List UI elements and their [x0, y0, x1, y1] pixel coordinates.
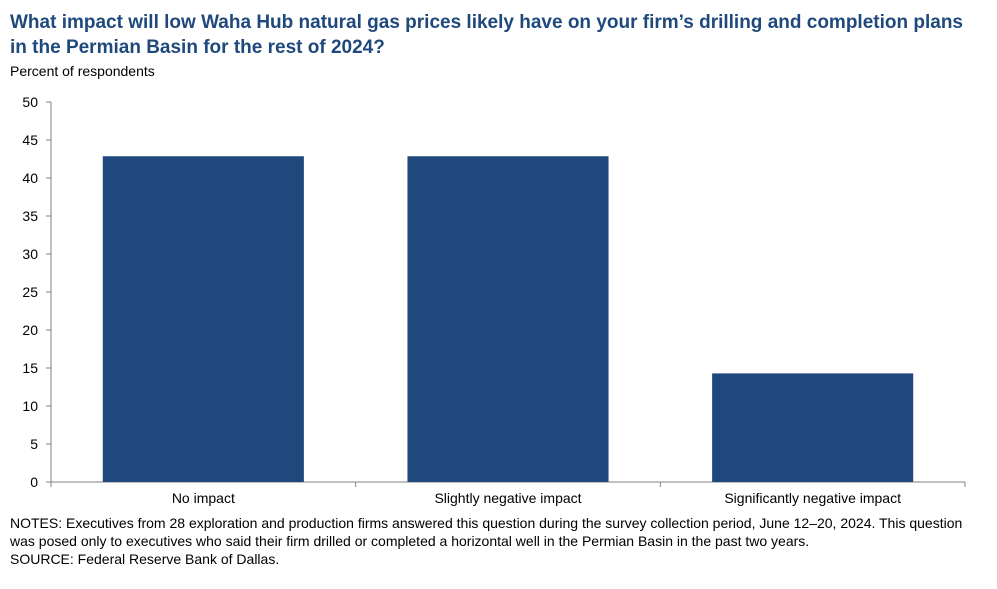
bar-slightly-negative-impact [407, 156, 609, 482]
x-axis: No impact Slightly negative impact Signifi… [50, 481, 966, 506]
notes-text: NOTES: Executives from 28 exploration an… [10, 515, 963, 549]
source-text: SOURCE: Federal Reserve Bank of Dallas. [10, 551, 280, 567]
y-tick-label: 5 [30, 436, 38, 452]
x-tick-label: No impact [172, 490, 235, 506]
bars [102, 156, 914, 482]
y-axis: 0 5 10 15 20 25 30 35 40 45 50 [22, 94, 52, 490]
y-tick-label: 0 [30, 474, 38, 490]
bar-significantly-negative-impact [712, 373, 914, 482]
y-tick-label: 20 [22, 322, 38, 338]
x-tick-label: Slightly negative impact [434, 490, 581, 506]
y-tick-label: 25 [22, 284, 38, 300]
y-tick-label: 30 [22, 246, 38, 262]
y-tick-label: 10 [22, 398, 38, 414]
bar-no-impact [102, 156, 304, 482]
chart-title: What impact will low Waha Hub natural ga… [10, 12, 963, 58]
y-tick-label: 15 [22, 360, 38, 376]
x-tick-label: Significantly negative impact [724, 490, 901, 506]
y-axis-label: Percent of respondents [10, 63, 155, 79]
chart-notes: NOTES: Executives from 28 exploration an… [10, 514, 988, 568]
y-tick-label: 45 [22, 132, 38, 148]
y-tick-label: 40 [22, 170, 38, 186]
y-tick-label: 35 [22, 208, 38, 224]
y-tick-label: 50 [22, 94, 38, 110]
